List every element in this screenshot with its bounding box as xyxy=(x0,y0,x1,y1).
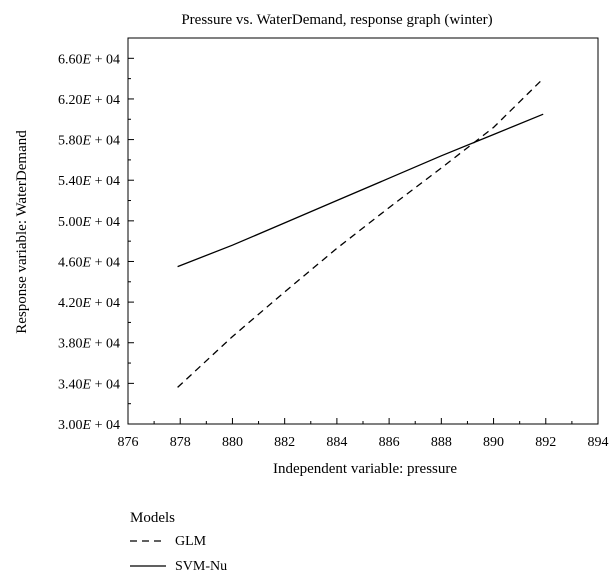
chart-title: Pressure vs. WaterDemand, response graph… xyxy=(181,12,492,28)
y-tick-label: 6.60E + 04 xyxy=(58,52,120,67)
x-axis-title: Independent variable: pressure xyxy=(273,461,457,477)
x-tick-label: 882 xyxy=(274,435,295,450)
x-tick-label: 890 xyxy=(483,435,504,450)
y-tick-label: 5.40E + 04 xyxy=(58,174,120,189)
y-tick-label: 5.00E + 04 xyxy=(58,215,120,230)
x-tick-label: 880 xyxy=(222,435,243,450)
series-group xyxy=(177,78,544,388)
y-tick-label: 5.80E + 04 xyxy=(58,134,120,149)
x-tick-label: 876 xyxy=(118,435,139,450)
y-tick-label: 3.00E + 04 xyxy=(58,418,120,433)
y-tick-label: 3.80E + 04 xyxy=(58,337,120,352)
y-tick-label: 4.60E + 04 xyxy=(58,255,120,270)
legend-label: GLM xyxy=(175,534,207,549)
x-tick-label: 894 xyxy=(588,435,609,450)
y-tick-label: 3.40E + 04 xyxy=(58,377,120,392)
series-line-glm xyxy=(177,78,544,388)
x-tick-label: 878 xyxy=(170,435,191,450)
legend-label: SVM-Nu xyxy=(175,559,227,574)
legend: Models GLM SVM-Nu xyxy=(130,510,227,574)
x-tick-label: 884 xyxy=(326,435,347,450)
x-tick-label: 886 xyxy=(379,435,400,450)
series-line-svm-nu xyxy=(177,113,544,268)
y-tick-label: 4.20E + 04 xyxy=(58,296,120,311)
legend-title: Models xyxy=(130,510,175,526)
x-tick-label: 888 xyxy=(431,435,452,450)
plot-frame xyxy=(127,37,599,425)
y-tick-label: 6.20E + 04 xyxy=(58,93,120,108)
x-tick-label: 892 xyxy=(535,435,556,450)
legend-entries: GLM SVM-Nu xyxy=(130,534,227,574)
y-axis-ticks: 3.00E + 04 3.40E + 04 3.80E + 04 4.20E + 04… xyxy=(58,37,134,433)
x-axis-ticks: 876 878 880 882 884 886 888 890 892 894 xyxy=(118,418,609,450)
y-axis-title: Response variable: WaterDemand xyxy=(14,130,30,334)
